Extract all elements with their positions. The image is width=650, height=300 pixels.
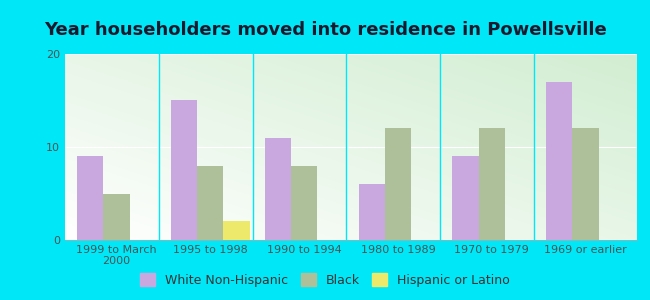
Bar	[385, 128, 411, 240]
Bar	[224, 221, 250, 240]
Bar	[197, 166, 224, 240]
Bar	[265, 138, 291, 240]
Bar	[291, 166, 317, 240]
Bar	[77, 156, 103, 240]
Bar	[171, 100, 197, 240]
Text: Year householders moved into residence in Powellsville: Year householders moved into residence i…	[44, 21, 606, 39]
Bar	[452, 156, 478, 240]
Legend: White Non-Hispanic, Black, Hispanic or Latino: White Non-Hispanic, Black, Hispanic or L…	[136, 270, 514, 291]
Bar	[546, 82, 572, 240]
Bar	[359, 184, 385, 240]
Bar	[103, 194, 130, 240]
Bar	[572, 128, 599, 240]
Bar	[478, 128, 505, 240]
